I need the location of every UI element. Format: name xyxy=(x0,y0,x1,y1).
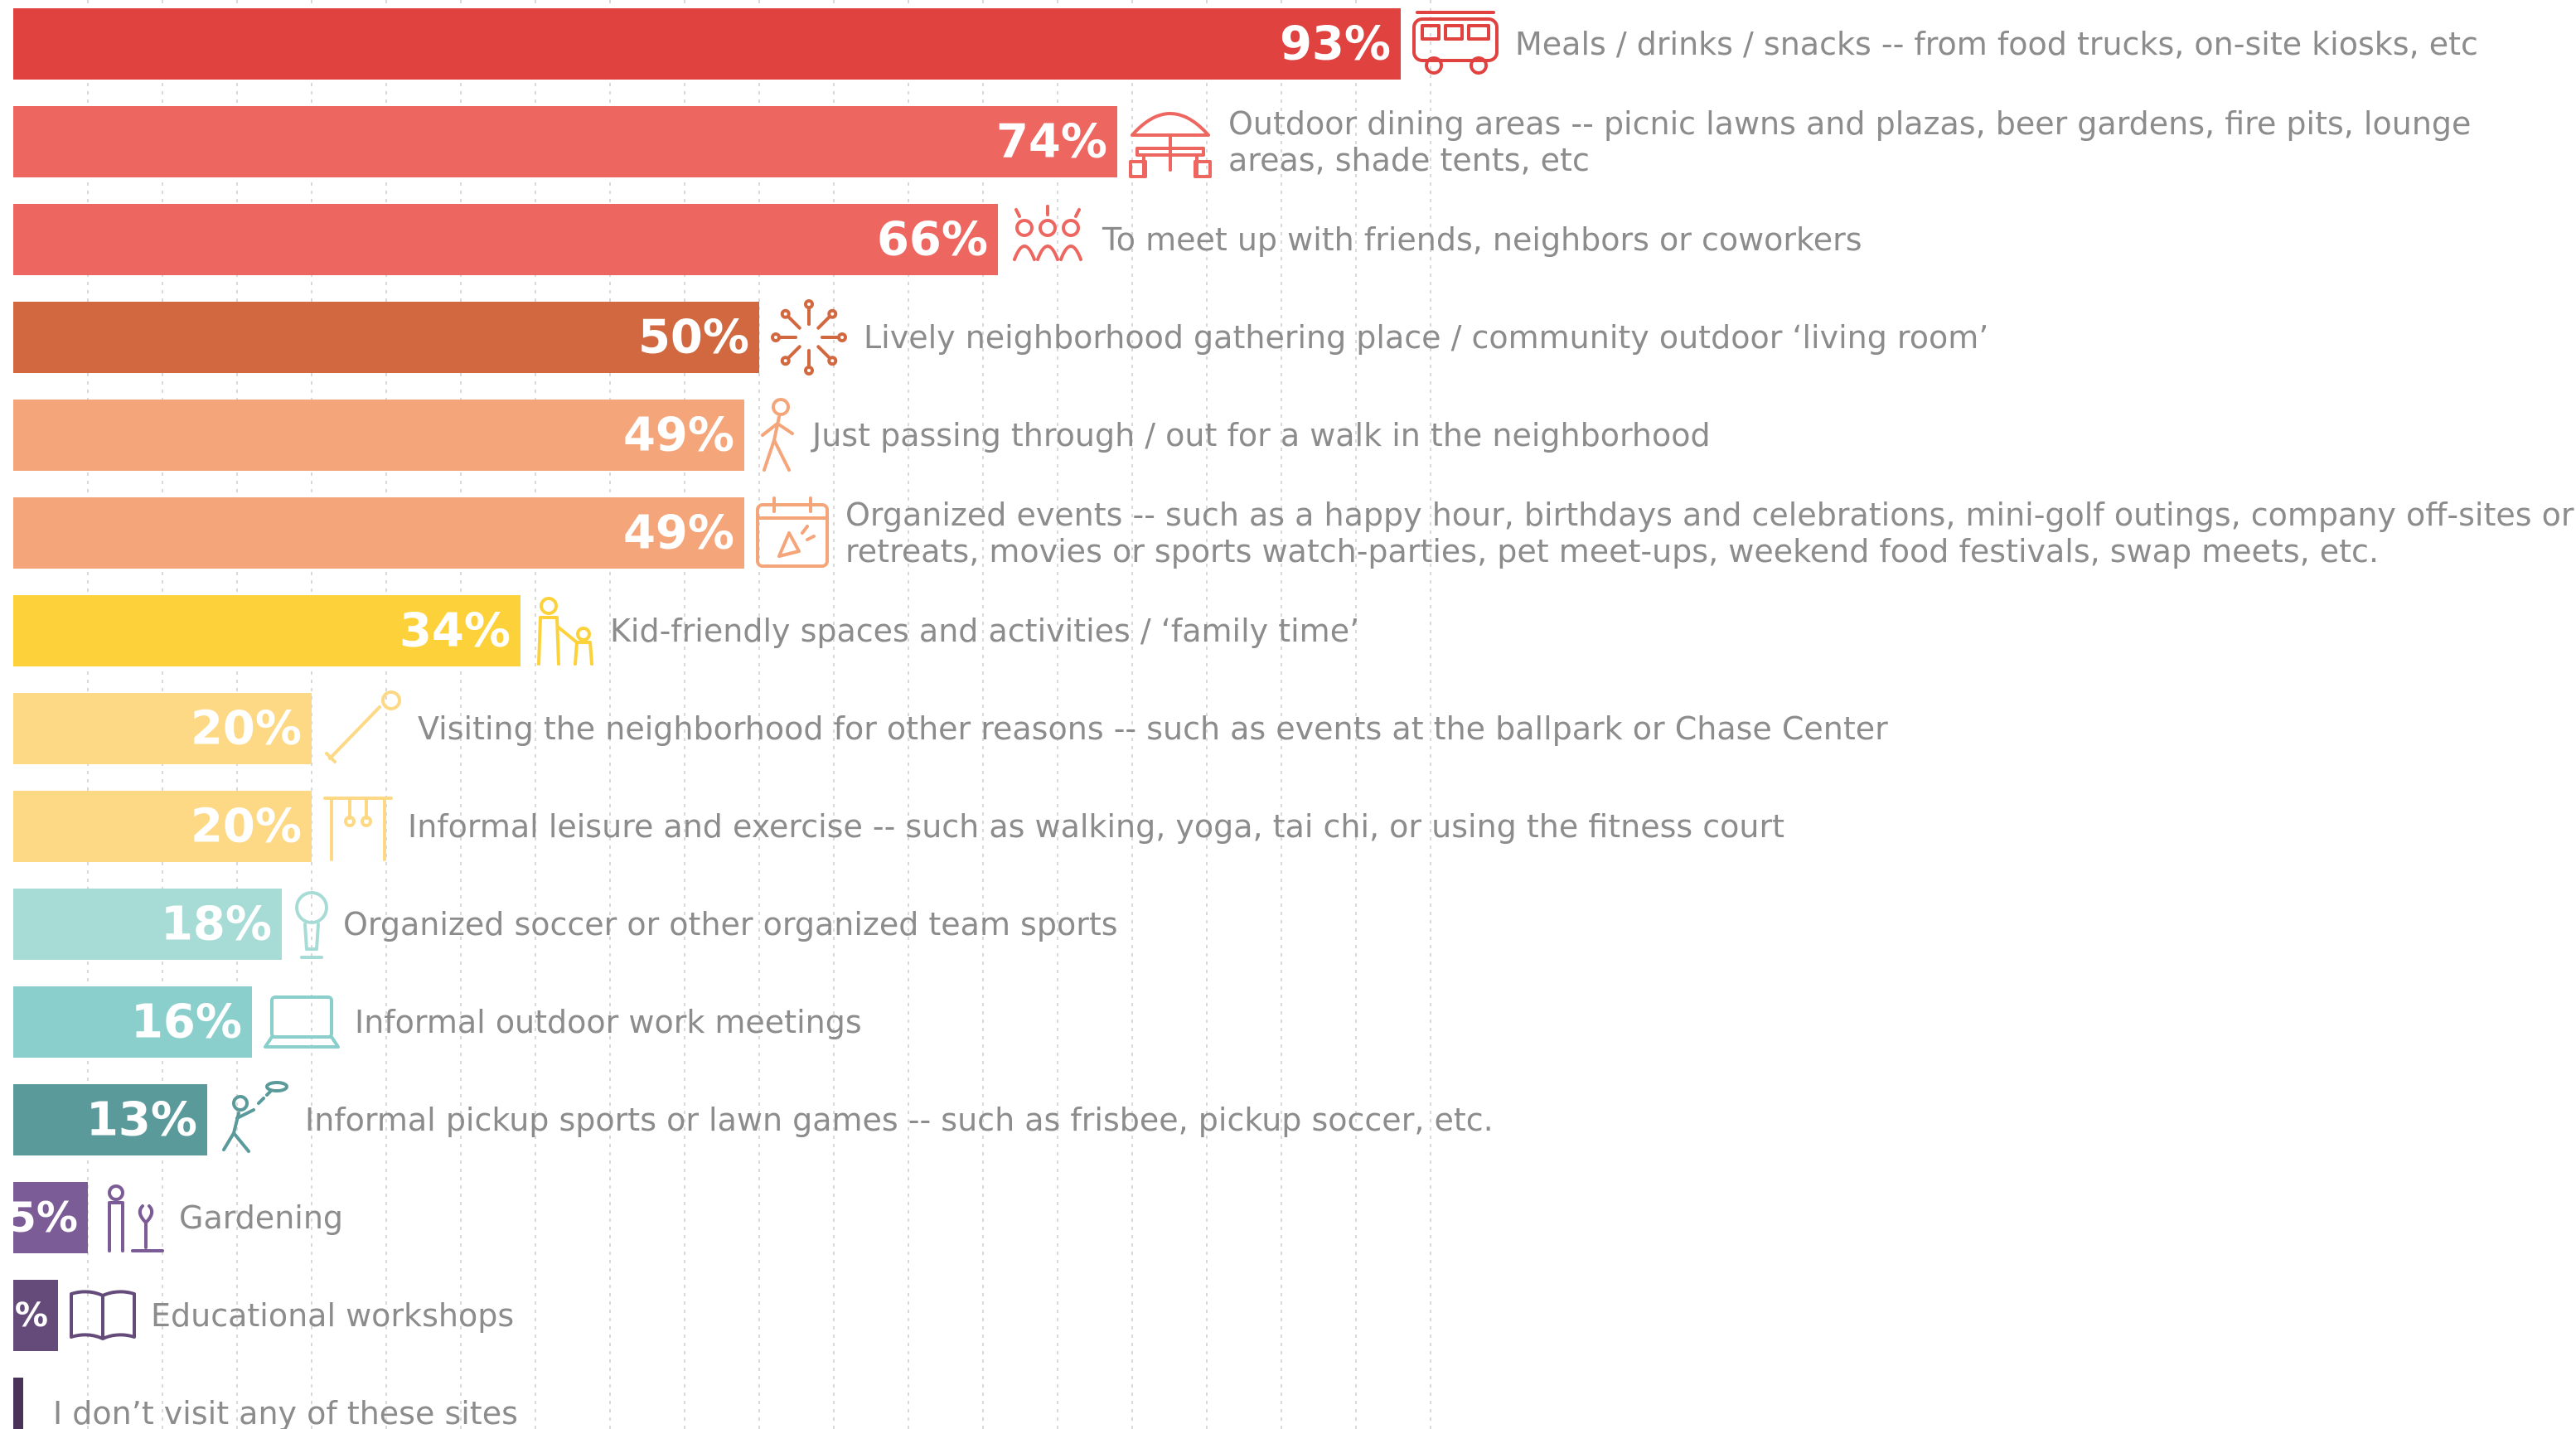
bar xyxy=(13,1084,207,1155)
family-icon xyxy=(537,597,593,666)
bar-row: 49% Organized events -- such as a happy h… xyxy=(13,497,2574,569)
category-label: Informal leisure and exercise -- such as… xyxy=(408,808,1784,845)
category-label: Lively neighborhood gathering place / co… xyxy=(864,319,1988,356)
baseball-icon xyxy=(325,690,401,763)
category-label: Informal pickup sports or lawn games -- … xyxy=(305,1102,1494,1138)
bar-row: I don’t visit any of these sites xyxy=(13,1378,518,1429)
laptop-icon xyxy=(264,995,340,1049)
bar xyxy=(13,1280,58,1351)
fitness-rings-icon xyxy=(323,797,393,861)
category-label: To meet up with friends, neighbors or co… xyxy=(1102,221,1862,258)
value-label: 49% xyxy=(623,506,734,560)
bar-row: 20% Informal leisure and exercise -- such… xyxy=(13,791,1784,862)
bar xyxy=(13,400,744,471)
category-label: Informal outdoor work meetings xyxy=(355,1004,862,1040)
bar xyxy=(13,1378,23,1429)
bar-row: 74% Outdoor dining areas -- picnic lawns … xyxy=(13,105,2471,178)
bars: 93% Meals / drinks / snacks -- from food … xyxy=(0,8,2574,1429)
bar-row: 13% Informal pickup sports or lawn games … xyxy=(13,1081,1494,1155)
category-label: Meals / drinks / snacks -- from food tru… xyxy=(1515,26,2478,62)
bar xyxy=(13,302,759,373)
value-label: 20% xyxy=(191,800,302,854)
value-label: 50% xyxy=(638,311,749,365)
gathering-place-icon xyxy=(771,299,847,375)
category-label: Gardening xyxy=(179,1199,343,1236)
bar xyxy=(13,693,312,764)
category-label: Visiting the neighborhood for other reas… xyxy=(418,710,1888,747)
bar xyxy=(13,595,521,666)
value-label: 5% xyxy=(7,1194,78,1242)
bar xyxy=(13,889,282,960)
bar-row: 93% Meals / drinks / snacks -- from food … xyxy=(13,8,2478,80)
value-label: 3% xyxy=(0,1296,48,1335)
bar xyxy=(13,106,1117,177)
bar-row: 5% Gardening xyxy=(7,1182,343,1253)
value-label: 66% xyxy=(877,213,988,267)
book-icon xyxy=(70,1290,136,1340)
value-label: 34% xyxy=(399,604,511,658)
frisbee-player-icon xyxy=(222,1081,288,1153)
friends-icon xyxy=(1013,205,1082,261)
category-label: Just passing through / out for a walk in… xyxy=(811,417,1711,453)
category-label: Outdoor dining areas -- picnic lawns and… xyxy=(1228,105,2471,178)
category-label: Organized soccer or other organized team… xyxy=(343,906,1118,942)
bar xyxy=(13,204,998,275)
bar xyxy=(13,8,1401,80)
category-label: I don’t visit any of these sites xyxy=(53,1395,518,1429)
calendar-celebration-icon xyxy=(756,497,829,568)
walking-person-icon xyxy=(761,398,794,472)
bar-row: 50% Lively neighborhood gathering place /… xyxy=(13,299,1988,375)
picnic-table-umbrella-icon xyxy=(1129,112,1212,178)
bar-row: 16% Informal outdoor work meetings xyxy=(13,986,862,1058)
value-label: 16% xyxy=(131,995,242,1049)
bar-row: 66% To meet up with friends, neighbors or… xyxy=(13,204,1862,275)
bar-row: 34% Kid-friendly spaces and activities / … xyxy=(13,595,1359,666)
bar xyxy=(13,986,252,1058)
bar xyxy=(13,1182,88,1253)
soccer-trophy-icon xyxy=(295,891,328,959)
food-truck-icon xyxy=(1412,11,1499,75)
value-label: 20% xyxy=(191,702,302,756)
value-label: 93% xyxy=(1280,17,1391,71)
value-label: 74% xyxy=(996,115,1107,169)
bar-row: 49% Just passing through / out for a walk… xyxy=(13,398,1711,472)
gardening-icon xyxy=(108,1184,164,1252)
value-label: 49% xyxy=(623,409,734,463)
bar xyxy=(13,497,744,569)
value-label: 13% xyxy=(86,1093,197,1147)
bar-row: 20% Visiting the neighborhood for other r… xyxy=(13,690,1888,764)
bar xyxy=(13,791,312,862)
value-label: 18% xyxy=(161,898,272,952)
category-label: Educational workshops xyxy=(151,1297,514,1334)
category-label: Organized events -- such as a happy hour… xyxy=(845,497,2574,569)
category-label: Kid-friendly spaces and activities / ‘fa… xyxy=(610,613,1359,649)
bar-row: 18% Organized soccer or other organized t… xyxy=(13,889,1118,960)
bar-row: 3% Educational workshops xyxy=(0,1280,514,1351)
